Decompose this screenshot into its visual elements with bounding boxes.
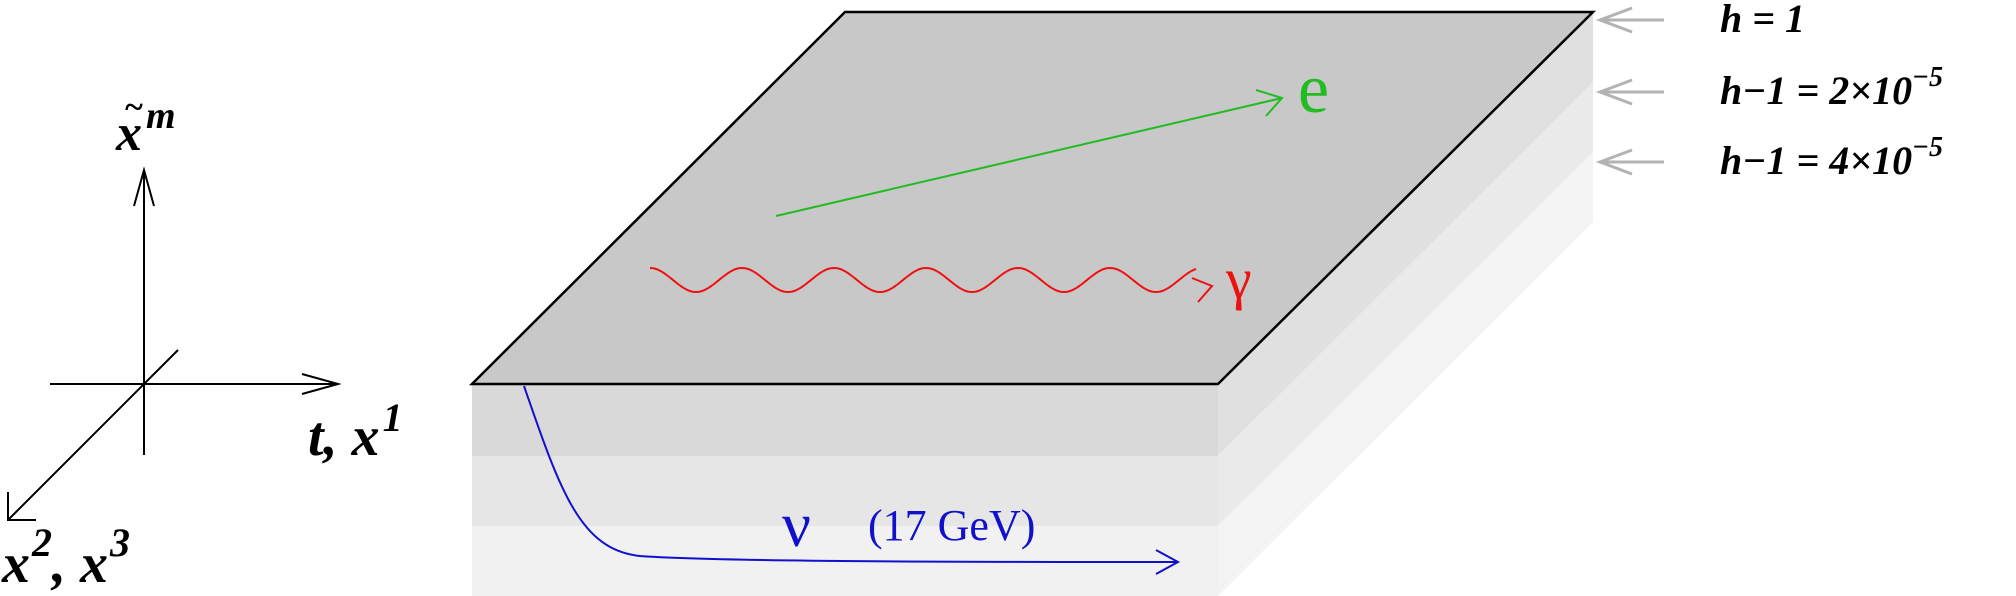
vertical-axis-label-accent: ~ xyxy=(124,89,143,126)
neutrino-energy: (17 GeV) xyxy=(868,501,1035,550)
layer-2-front xyxy=(472,456,1218,526)
electron-symbol: e xyxy=(1298,51,1329,128)
brane-slab xyxy=(468,10,1597,596)
vertical-axis-label-sup: m xyxy=(146,95,176,137)
depth-axis-label: x2, x3 xyxy=(1,520,130,595)
neutrino-symbol: ν xyxy=(782,489,811,560)
horizontal-axis-arrowhead xyxy=(301,373,342,395)
horizontal-axis-label-sup: 1 xyxy=(383,395,403,440)
electron-arrowhead xyxy=(1255,89,1284,117)
level-label-2: h−1 = 2×10−5 xyxy=(1720,62,1943,113)
level-indicators: h = 1 h−1 = 2×10−5 h−1 = 4×10−5 xyxy=(1595,0,1943,183)
level-label-1: h = 1 xyxy=(1720,0,1805,41)
layer-1-front xyxy=(472,384,1218,456)
photon-arrowhead xyxy=(1191,277,1214,303)
photon-track: γ xyxy=(649,246,1252,311)
layer-2-side xyxy=(1218,82,1593,526)
neutrino-curve xyxy=(523,385,1179,563)
layer-1-side xyxy=(1218,10,1593,456)
depth-axis-arrowhead xyxy=(7,492,36,521)
top-plane xyxy=(468,10,1597,386)
level-arrow-3 xyxy=(1595,148,1664,176)
level-label-3: h−1 = 4×10−5 xyxy=(1720,132,1943,183)
electron-track: e xyxy=(775,51,1329,217)
level-arrow-1 xyxy=(1595,6,1664,34)
level-arrow-2 xyxy=(1595,78,1664,106)
photon-wave xyxy=(649,266,1197,294)
photon-symbol: γ xyxy=(1225,246,1252,311)
depth-axis xyxy=(7,349,179,521)
vertical-axis-arrowhead xyxy=(133,166,155,207)
horizontal-axis-label: t, x1 xyxy=(308,395,403,468)
electron-line xyxy=(775,97,1283,217)
neutrino-arrowhead xyxy=(1155,549,1181,575)
neutrino-track: ν (17 GeV) xyxy=(523,385,1181,575)
layer-3-side xyxy=(1218,152,1593,596)
